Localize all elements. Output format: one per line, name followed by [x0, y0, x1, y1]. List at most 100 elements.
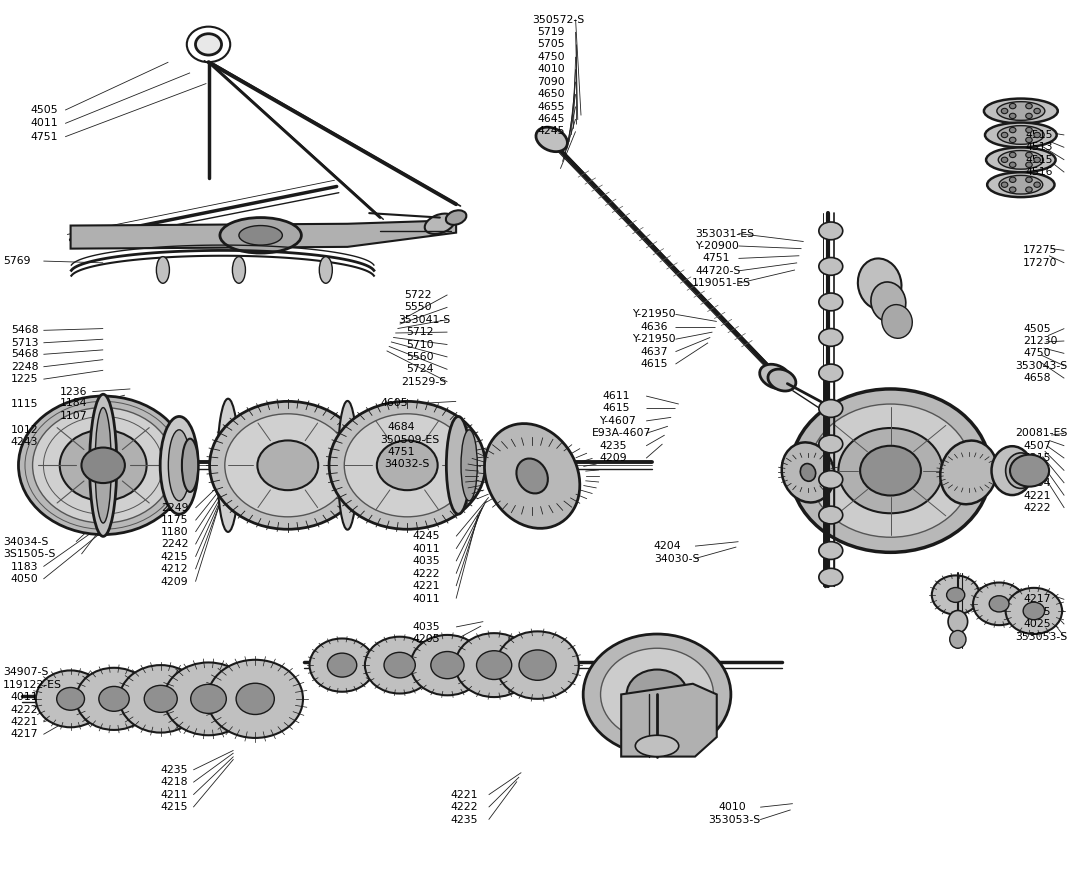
Ellipse shape	[484, 424, 580, 528]
Text: 4222: 4222	[1023, 503, 1050, 513]
Circle shape	[431, 652, 464, 678]
Text: 21230: 21230	[1023, 336, 1058, 346]
Ellipse shape	[819, 435, 843, 453]
Circle shape	[1034, 132, 1040, 138]
Circle shape	[455, 633, 533, 697]
Ellipse shape	[998, 126, 1044, 144]
Text: 4516: 4516	[1025, 167, 1052, 178]
Text: 5468: 5468	[11, 325, 38, 336]
Text: 4209: 4209	[599, 453, 627, 464]
Text: 5722: 5722	[404, 289, 431, 300]
Text: 4505: 4505	[30, 105, 58, 115]
Polygon shape	[71, 220, 456, 249]
Ellipse shape	[782, 442, 834, 503]
Text: 4217: 4217	[1023, 594, 1050, 605]
Text: 1225: 1225	[11, 374, 38, 385]
Circle shape	[191, 685, 226, 713]
Circle shape	[860, 446, 921, 496]
Text: 1115: 1115	[11, 399, 38, 409]
Circle shape	[1010, 177, 1016, 182]
Ellipse shape	[462, 430, 478, 501]
Text: 4217: 4217	[11, 729, 38, 740]
Ellipse shape	[987, 172, 1055, 197]
Ellipse shape	[940, 440, 997, 504]
Ellipse shape	[819, 506, 843, 524]
Text: 353041-S: 353041-S	[399, 314, 451, 325]
Text: 5705: 5705	[538, 39, 565, 50]
Text: 4221: 4221	[11, 717, 38, 727]
Text: 4611: 4611	[603, 391, 630, 401]
Circle shape	[1010, 127, 1016, 132]
Circle shape	[1009, 163, 1016, 168]
Circle shape	[1025, 127, 1032, 132]
Text: 4222: 4222	[413, 568, 440, 579]
Ellipse shape	[819, 293, 843, 311]
Text: 4212: 4212	[161, 564, 188, 575]
Ellipse shape	[949, 630, 967, 648]
Ellipse shape	[319, 257, 332, 283]
Text: 5713: 5713	[11, 337, 38, 348]
Circle shape	[36, 670, 105, 727]
Circle shape	[18, 396, 188, 535]
Ellipse shape	[985, 123, 1057, 147]
Text: 4011: 4011	[413, 543, 440, 554]
Ellipse shape	[819, 364, 843, 382]
Text: 4751: 4751	[388, 447, 415, 457]
Circle shape	[328, 654, 356, 677]
Ellipse shape	[446, 416, 470, 514]
Text: 4615: 4615	[603, 403, 630, 414]
Text: 21529-S: 21529-S	[401, 377, 446, 387]
Text: 17275: 17275	[1023, 245, 1058, 256]
Text: 4209: 4209	[161, 576, 188, 587]
Text: 4505: 4505	[1023, 323, 1050, 334]
Text: 4750: 4750	[1023, 348, 1050, 359]
Circle shape	[1001, 132, 1008, 138]
Circle shape	[583, 634, 731, 755]
Ellipse shape	[89, 394, 117, 536]
Circle shape	[1006, 588, 1062, 634]
Text: 4010: 4010	[719, 802, 747, 813]
Circle shape	[1023, 602, 1045, 620]
Ellipse shape	[338, 401, 357, 529]
Text: 4243: 4243	[11, 437, 38, 448]
Text: 44720-S: 44720-S	[695, 266, 741, 276]
Text: 4636: 4636	[641, 321, 668, 332]
Text: 5560: 5560	[406, 352, 433, 362]
Text: 119051-ES: 119051-ES	[692, 278, 750, 289]
Text: 5712: 5712	[406, 327, 433, 337]
Text: 4211: 4211	[1023, 465, 1050, 476]
Circle shape	[809, 404, 972, 537]
Text: 2249: 2249	[161, 503, 188, 513]
Text: 4215: 4215	[1023, 607, 1050, 617]
Circle shape	[207, 660, 303, 738]
Circle shape	[1001, 182, 1008, 187]
Circle shape	[384, 653, 415, 678]
Ellipse shape	[998, 151, 1044, 169]
Text: 1180: 1180	[161, 527, 188, 537]
Text: 4222: 4222	[451, 802, 478, 813]
Text: 4011: 4011	[413, 593, 440, 604]
Text: 4235: 4235	[161, 765, 188, 775]
Circle shape	[1025, 163, 1032, 168]
Circle shape	[236, 683, 275, 715]
Ellipse shape	[446, 210, 466, 225]
Ellipse shape	[871, 282, 906, 321]
Text: 3S1505-S: 3S1505-S	[3, 549, 55, 559]
Circle shape	[932, 575, 980, 614]
Text: Y-21950: Y-21950	[632, 309, 675, 320]
Ellipse shape	[217, 399, 239, 532]
Circle shape	[164, 662, 253, 735]
Text: 4513: 4513	[1025, 142, 1052, 153]
Text: 4655: 4655	[538, 101, 565, 112]
Ellipse shape	[997, 102, 1045, 120]
Text: 4650: 4650	[538, 89, 565, 99]
Circle shape	[195, 34, 222, 55]
Circle shape	[1009, 138, 1016, 143]
Text: 2248: 2248	[11, 361, 38, 372]
Ellipse shape	[986, 147, 1056, 172]
Ellipse shape	[96, 408, 112, 523]
Circle shape	[257, 440, 318, 490]
Circle shape	[99, 686, 129, 711]
Text: 4645: 4645	[538, 114, 565, 124]
Text: 4035: 4035	[413, 622, 440, 632]
